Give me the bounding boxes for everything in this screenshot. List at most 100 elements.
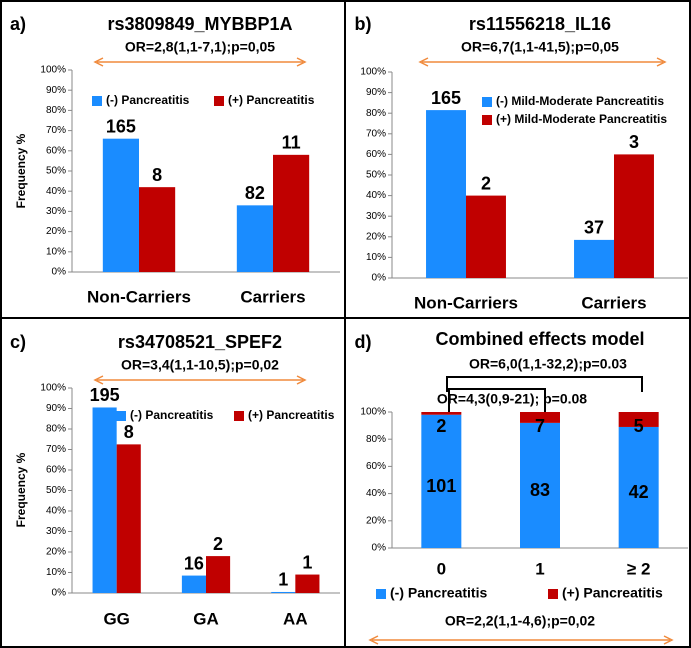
- y-tick-label: 70%: [366, 128, 386, 139]
- bar-segment: [421, 414, 462, 548]
- legend-label: (+) Mild-Moderate Pancreatitis: [496, 112, 667, 126]
- y-tick-label: 60%: [46, 465, 66, 476]
- y-tick-label: 40%: [366, 488, 386, 499]
- legend-label: (-) Pancreatitis: [390, 585, 487, 601]
- arrow-head: [296, 375, 307, 385]
- arrow-head: [296, 57, 307, 67]
- panel-label: a): [10, 14, 26, 34]
- y-tick-label: 100%: [40, 383, 66, 394]
- bar: [102, 138, 139, 272]
- y-tick-label: 80%: [366, 108, 386, 119]
- legend-swatch: [548, 589, 558, 599]
- y-tick-label: 100%: [360, 407, 386, 418]
- count-label: 2: [436, 416, 446, 436]
- bar: [181, 575, 206, 593]
- annotation: OR=4,3(0,9-21); p=0.08: [437, 391, 587, 407]
- x-tick-label: ≥ 2: [627, 559, 651, 578]
- bar: [206, 556, 231, 593]
- y-tick-label: 0%: [52, 588, 67, 599]
- legend-label: (+) Pancreatitis: [228, 93, 315, 107]
- chart-title: rs3809849_MYBBP1A: [107, 14, 292, 34]
- y-tick-label: 30%: [46, 206, 66, 217]
- panel-label: d): [355, 332, 372, 352]
- y-tick-label: 80%: [46, 424, 66, 435]
- y-tick-label: 40%: [366, 190, 386, 201]
- annotation: OR=6,7(1,1-41,5);p=0,05: [461, 39, 619, 55]
- count-label: 1: [302, 552, 312, 572]
- x-tick-label: 0: [437, 559, 446, 578]
- y-tick-label: 10%: [46, 567, 66, 578]
- x-tick-label: GA: [193, 609, 219, 628]
- legend-label: (-) Mild-Moderate Pancreatitis: [496, 94, 664, 108]
- y-tick-label: 20%: [366, 231, 386, 242]
- arrow-head: [418, 57, 429, 67]
- chart-title: rs11556218_IL16: [469, 14, 611, 34]
- count-label: 165: [431, 88, 461, 108]
- y-tick-label: 30%: [46, 526, 66, 537]
- y-tick-label: 20%: [46, 547, 66, 558]
- annotation: OR=3,4(1,1-10,5);p=0,02: [121, 357, 279, 373]
- bar-segment: [520, 422, 560, 548]
- y-axis-label: Frequency %: [14, 452, 28, 527]
- x-tick-label: Non-Carriers: [87, 287, 191, 306]
- y-tick-label: 50%: [366, 170, 386, 181]
- count-label: 8: [152, 165, 162, 185]
- y-tick-label: 40%: [46, 186, 66, 197]
- y-tick-label: 10%: [366, 252, 386, 263]
- y-tick-label: 80%: [366, 434, 386, 445]
- count-label: 2: [481, 173, 491, 193]
- y-tick-label: 90%: [46, 403, 66, 414]
- y-tick-label: 60%: [366, 149, 386, 160]
- count-label: 2: [213, 534, 223, 554]
- count-label: 42: [629, 482, 649, 502]
- count-label: 37: [584, 218, 604, 238]
- y-tick-label: 70%: [46, 444, 66, 455]
- legend-label: (+) Pancreatitis: [562, 585, 663, 601]
- legend-label: (-) Pancreatitis: [106, 93, 190, 107]
- y-tick-label: 20%: [46, 226, 66, 237]
- bar: [116, 444, 141, 593]
- legend-label: (+) Pancreatitis: [248, 408, 335, 422]
- panel-label: c): [10, 332, 26, 352]
- x-tick-label: AA: [283, 609, 308, 628]
- count-label: 1: [278, 570, 288, 590]
- bar: [295, 574, 320, 593]
- bar: [426, 110, 466, 278]
- y-tick-label: 0%: [372, 543, 387, 554]
- legend-swatch: [214, 96, 224, 106]
- y-tick-label: 20%: [366, 515, 386, 526]
- arrow-head: [663, 635, 674, 645]
- y-tick-label: 0%: [372, 273, 387, 284]
- bar: [271, 591, 296, 593]
- legend-swatch: [482, 97, 492, 107]
- annotation: OR=2,2(1,1-4,6);p=0,02: [445, 613, 595, 629]
- count-label: 5: [634, 416, 644, 436]
- count-label: 3: [629, 132, 639, 152]
- chart-title: Combined effects model: [435, 329, 644, 349]
- bar: [236, 205, 273, 272]
- count-label: 195: [90, 385, 120, 405]
- legend-swatch: [116, 411, 126, 421]
- bar: [614, 154, 654, 278]
- x-tick-label: 1: [535, 559, 544, 578]
- bar: [139, 187, 176, 272]
- count-label: 11: [282, 133, 301, 153]
- count-label: 16: [184, 553, 204, 573]
- y-tick-label: 50%: [46, 485, 66, 496]
- bar: [466, 195, 506, 278]
- count-label: 82: [245, 183, 265, 203]
- legend-swatch: [234, 411, 244, 421]
- y-tick-label: 70%: [46, 125, 66, 136]
- bar: [92, 407, 117, 593]
- x-tick-label: GG: [103, 609, 129, 628]
- legend-swatch: [482, 115, 492, 125]
- arrow-head: [656, 57, 667, 67]
- bracket: [448, 388, 546, 412]
- bar-segment: [421, 412, 462, 415]
- bar-segment: [618, 412, 659, 427]
- chart-title: rs34708521_SPEF2: [118, 332, 282, 352]
- y-tick-label: 80%: [46, 105, 66, 116]
- arrow-head: [93, 57, 104, 67]
- legend-swatch: [376, 589, 386, 599]
